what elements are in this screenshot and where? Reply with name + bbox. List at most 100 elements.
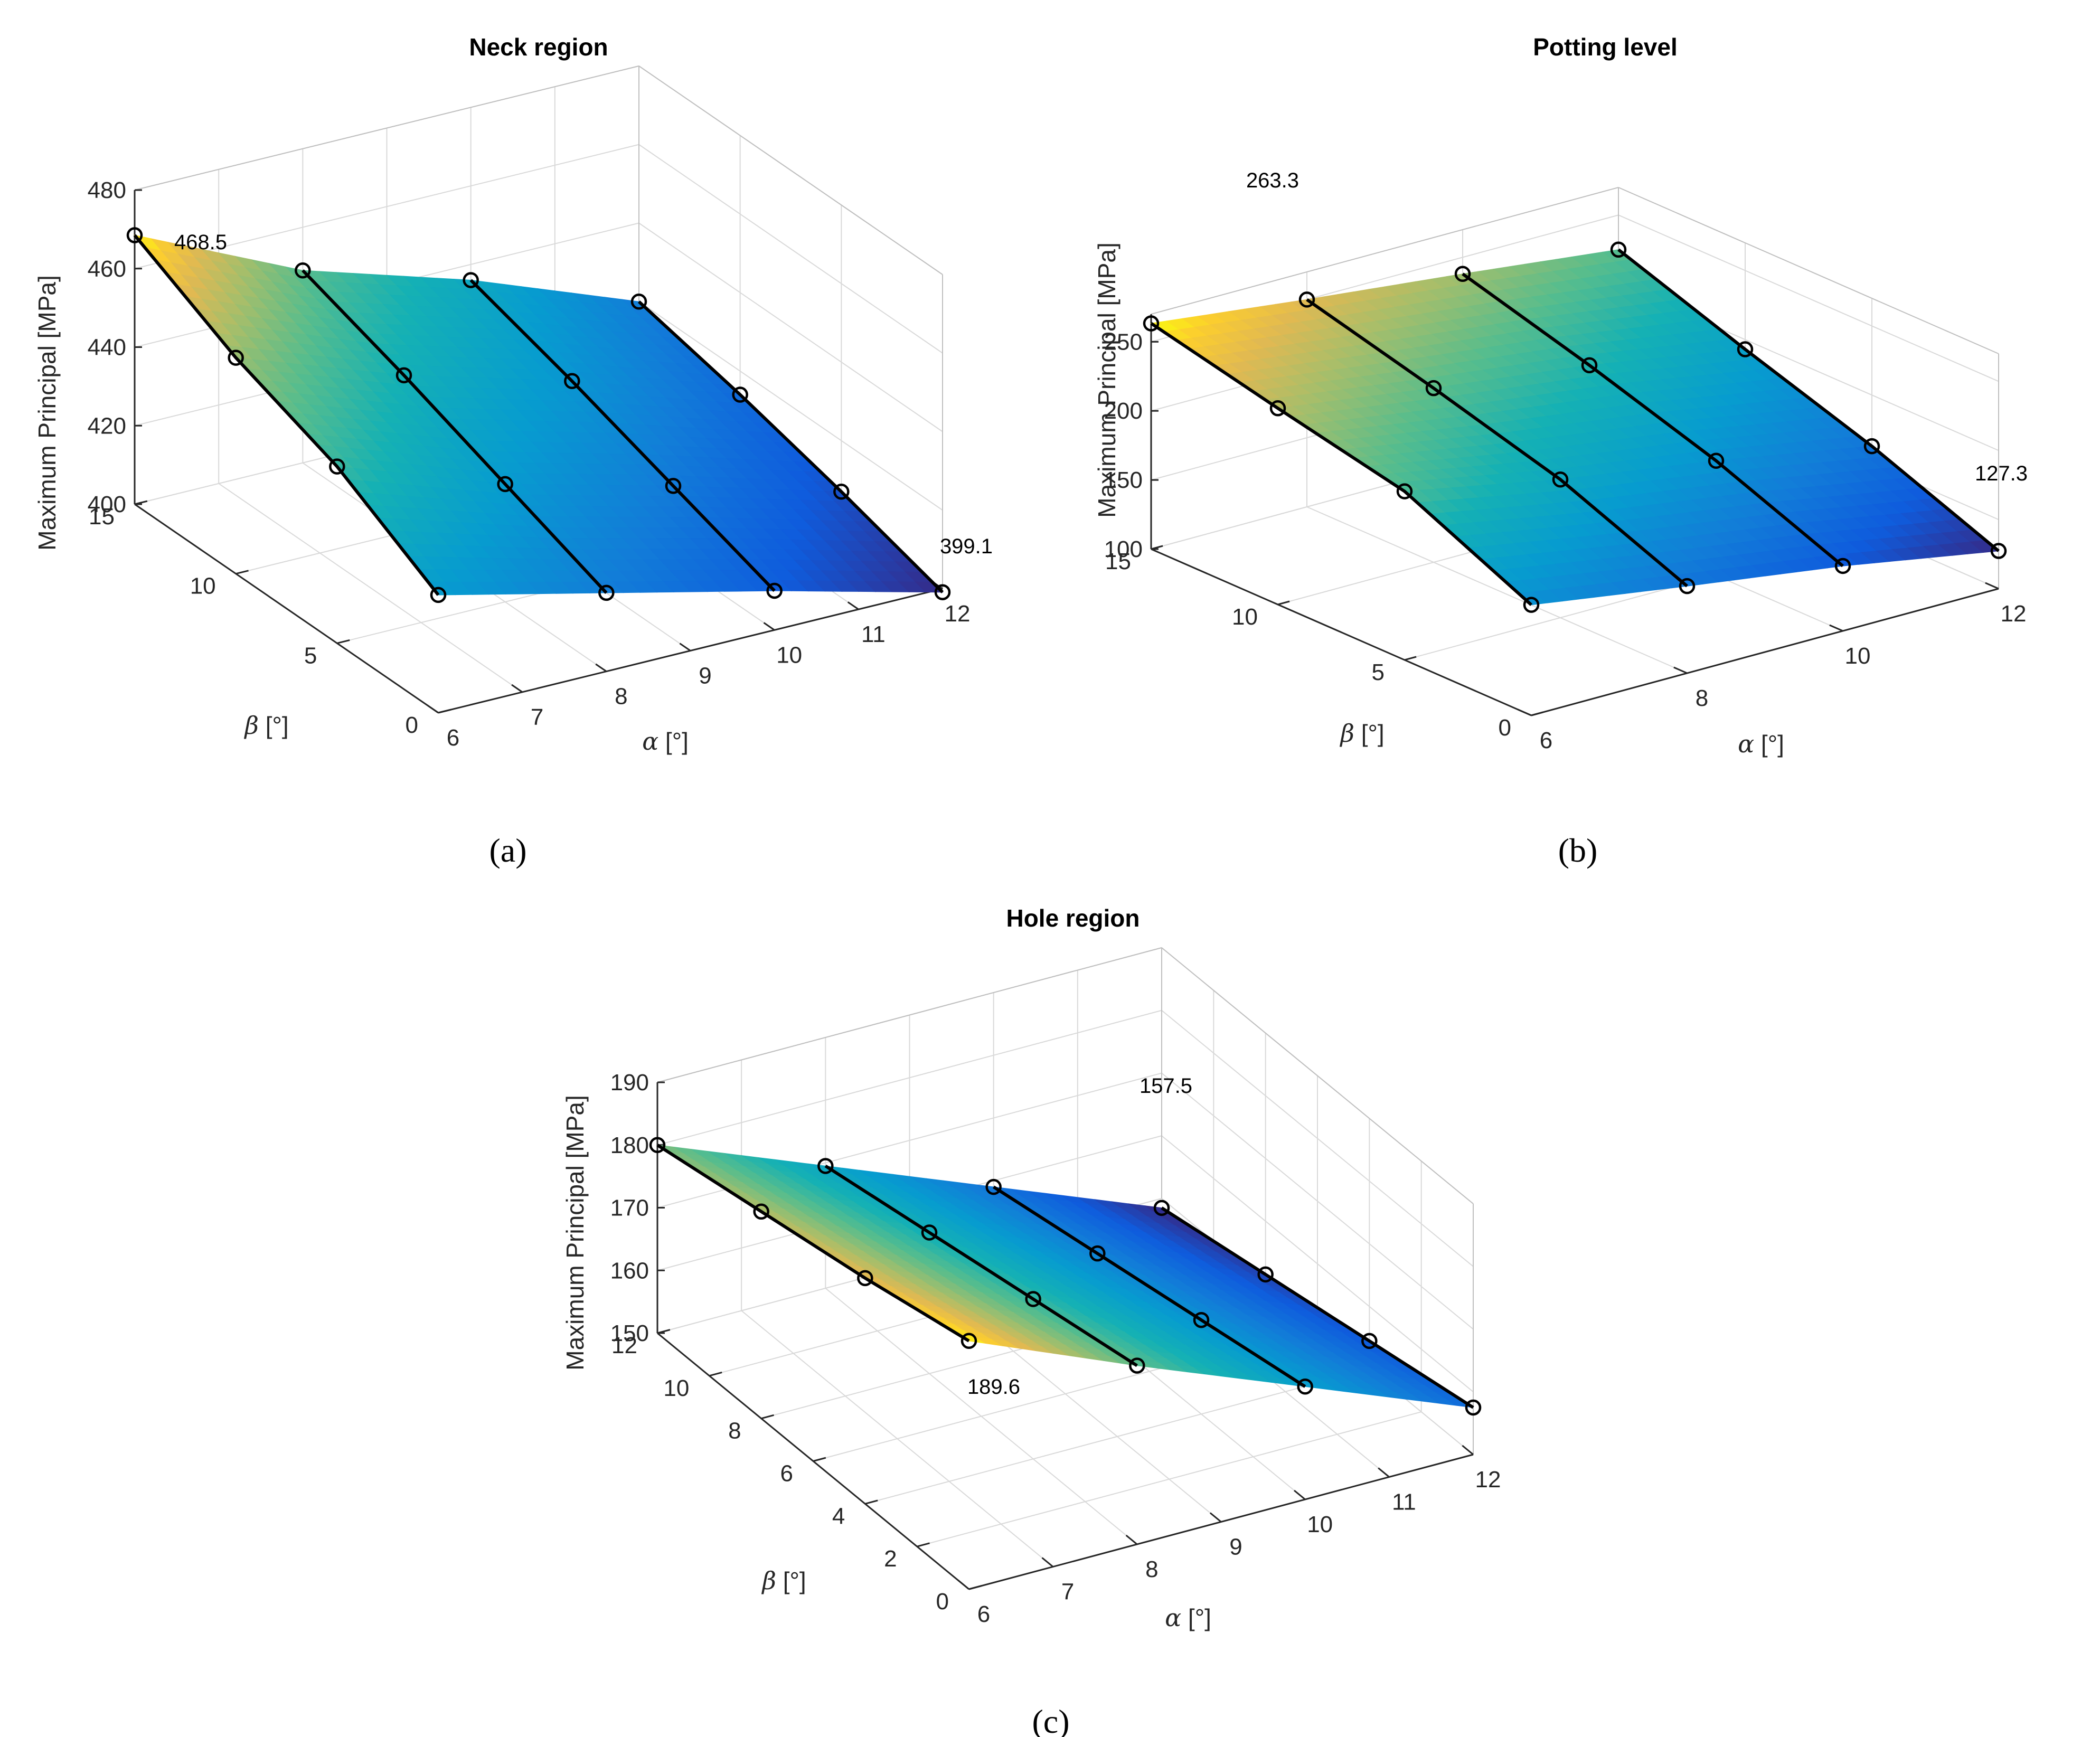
x-tick-label: 8 bbox=[615, 684, 627, 710]
data-point bbox=[463, 272, 479, 288]
y-tick bbox=[761, 1414, 774, 1420]
data-point bbox=[1523, 597, 1540, 613]
data-point bbox=[1143, 315, 1160, 332]
y-tick-label: 0 bbox=[406, 712, 418, 738]
data-point bbox=[228, 350, 244, 366]
data-point bbox=[1257, 1266, 1274, 1283]
z-tick-label: 170 bbox=[610, 1195, 649, 1221]
data-curve-alpha-12 bbox=[637, 300, 944, 593]
panel-caption: (b) bbox=[1558, 832, 1598, 869]
panel-caption: (a) bbox=[489, 832, 526, 869]
data-point bbox=[1679, 578, 1696, 594]
data-curve-alpha-10 bbox=[469, 279, 776, 592]
y-axis-label-symbol: β bbox=[243, 711, 259, 740]
x-tick-label: 7 bbox=[531, 704, 543, 730]
chart-title: Hole region bbox=[1006, 904, 1140, 932]
data-curve-alpha-8 bbox=[824, 1164, 1138, 1367]
x-tick-label: 8 bbox=[1696, 685, 1708, 711]
z-tick-label: 480 bbox=[88, 177, 126, 203]
z-tick-label: 420 bbox=[88, 413, 126, 439]
data-curve-alpha-8 bbox=[1306, 298, 1688, 588]
x-axis-label-symbol: α bbox=[1738, 730, 1754, 758]
z-axis-label: Maximum Principal [MPa] bbox=[561, 1095, 589, 1370]
data-point bbox=[1990, 543, 2007, 559]
x-tick-label: 10 bbox=[776, 642, 802, 668]
y-axis-label-unit: [°] bbox=[776, 1567, 806, 1594]
z-tick-label: 100 bbox=[1104, 536, 1143, 562]
z-tick-label: 460 bbox=[88, 256, 126, 282]
data-point bbox=[833, 484, 850, 500]
x-tick bbox=[1985, 582, 1999, 590]
x-tick bbox=[595, 663, 607, 672]
grid-line bbox=[134, 144, 639, 269]
data-point bbox=[766, 582, 783, 599]
y-tick-label: 0 bbox=[936, 1589, 949, 1615]
x-axis-label-symbol: α bbox=[1165, 1603, 1181, 1632]
data-curve-alpha-8 bbox=[302, 269, 608, 594]
x-tick-label: 9 bbox=[699, 663, 711, 689]
data-point bbox=[985, 1178, 1002, 1195]
x-tick-label: 9 bbox=[1229, 1534, 1242, 1560]
data-point bbox=[1153, 1200, 1170, 1216]
y-tick bbox=[709, 1372, 722, 1377]
grid-line bbox=[638, 144, 943, 354]
z-tick-label: 400 bbox=[88, 492, 126, 517]
surface bbox=[134, 234, 944, 596]
z-tick-label: 440 bbox=[88, 335, 126, 361]
x-tick-label: 10 bbox=[1307, 1512, 1333, 1537]
x-tick-label: 12 bbox=[2001, 601, 2027, 627]
data-point bbox=[817, 1158, 834, 1174]
data-curve-alpha-12 bbox=[1161, 1206, 1474, 1409]
y-axis-label: β [°] bbox=[761, 1566, 806, 1595]
grid-line bbox=[865, 1368, 1370, 1505]
data-point bbox=[665, 478, 682, 494]
x-tick bbox=[1378, 1467, 1390, 1478]
data-point bbox=[857, 1270, 873, 1287]
grid-line bbox=[917, 1411, 1421, 1547]
data-point bbox=[934, 584, 951, 600]
z-tick-label: 190 bbox=[610, 1070, 649, 1096]
y-tick-label: 0 bbox=[1499, 715, 1511, 741]
x-tick bbox=[1673, 666, 1688, 674]
y-tick-label: 10 bbox=[663, 1375, 689, 1401]
data-point bbox=[921, 1224, 938, 1241]
data-point bbox=[1193, 1311, 1210, 1328]
data-curve-alpha-12 bbox=[1617, 248, 2000, 552]
data-curve-alpha-6 bbox=[1150, 322, 1533, 606]
x-axis-label-symbol: α bbox=[642, 727, 658, 756]
y-tick bbox=[336, 639, 350, 644]
surface bbox=[1150, 249, 2000, 606]
y-tick-label: 5 bbox=[1372, 659, 1385, 685]
y-tick-label: 12 bbox=[611, 1333, 637, 1358]
data-point bbox=[1396, 483, 1413, 499]
y-tick bbox=[1404, 656, 1417, 661]
data-point bbox=[1552, 471, 1569, 488]
data-point bbox=[1737, 341, 1754, 357]
z-axis-label: Maximum Principal [MPa] bbox=[33, 275, 61, 550]
z-tick-label: 180 bbox=[610, 1132, 649, 1158]
y-tick-label: 10 bbox=[190, 573, 216, 599]
z-tick-label: 150 bbox=[610, 1320, 649, 1346]
grid-line bbox=[638, 222, 943, 432]
data-point bbox=[329, 458, 345, 475]
data-point bbox=[395, 367, 412, 384]
y-tick bbox=[236, 570, 249, 575]
grid-line bbox=[218, 483, 523, 693]
grid-line bbox=[1161, 1135, 1474, 1393]
x-tick bbox=[847, 601, 859, 610]
x-tick-label: 7 bbox=[1061, 1579, 1074, 1605]
data-curve-alpha-6 bbox=[133, 234, 440, 596]
x-tick-label: 11 bbox=[861, 621, 886, 647]
data-point bbox=[960, 1333, 977, 1349]
y-tick bbox=[864, 1499, 878, 1505]
data-point bbox=[1708, 452, 1725, 469]
surface bbox=[657, 1145, 1474, 1408]
y-tick bbox=[1277, 600, 1290, 606]
data-point bbox=[1298, 291, 1315, 308]
data-point bbox=[630, 294, 647, 310]
data-point bbox=[1425, 380, 1442, 397]
y-tick-label: 8 bbox=[728, 1418, 741, 1444]
grid-line bbox=[1161, 1009, 1474, 1267]
